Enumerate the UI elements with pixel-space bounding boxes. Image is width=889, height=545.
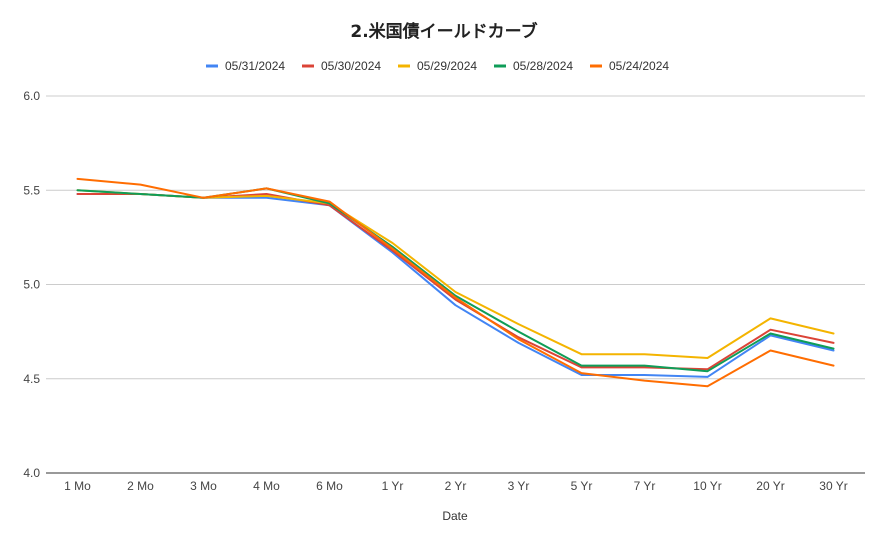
- legend-item: 05/31/2024: [206, 59, 285, 73]
- legend-label: 05/30/2024: [321, 59, 381, 73]
- y-tick-label: 5.5: [23, 183, 40, 197]
- series-line-05-24-2024: [76, 177, 835, 388]
- legend-item: 05/28/2024: [494, 59, 573, 73]
- x-tick-label: 6 Mo: [316, 479, 343, 493]
- x-axis-title: Date: [442, 509, 468, 523]
- x-tick-label: 1 Yr: [382, 479, 404, 493]
- x-tick-label: 2 Mo: [127, 479, 154, 493]
- y-tick-label: 4.5: [23, 372, 40, 386]
- legend-item: 05/29/2024: [398, 59, 477, 73]
- legend-item: 05/24/2024: [590, 59, 669, 73]
- x-tick-label: 1 Mo: [64, 479, 91, 493]
- series-lines: [76, 177, 835, 388]
- legend-label: 05/24/2024: [609, 59, 669, 73]
- y-axis-ticks: 4.0 4.5 5.0 5.5 6.0: [23, 89, 40, 480]
- x-tick-label: 10 Yr: [693, 479, 721, 493]
- x-tick-label: 20 Yr: [756, 479, 784, 493]
- chart-title: 2.米国債イールドカーブ: [350, 21, 537, 42]
- series-line-05-28-2024: [76, 187, 835, 373]
- x-tick-label: 5 Yr: [571, 479, 593, 493]
- legend-label: 05/28/2024: [513, 59, 573, 73]
- x-tick-label: 4 Mo: [253, 479, 280, 493]
- series-line-05-29-2024: [76, 189, 835, 359]
- y-tick-label: 6.0: [23, 89, 40, 103]
- x-tick-label: 3 Mo: [190, 479, 217, 493]
- legend-label: 05/29/2024: [417, 59, 477, 73]
- x-tick-label: 2 Yr: [445, 479, 467, 493]
- legend-item: 05/30/2024: [302, 59, 381, 73]
- x-tick-label: 3 Yr: [508, 479, 530, 493]
- legend-label: 05/31/2024: [225, 59, 285, 73]
- series-line-05-30-2024: [76, 193, 835, 371]
- x-axis-ticks: 1 Mo 2 Mo 3 Mo 4 Mo 6 Mo 1 Yr 2 Yr 3 Yr 5 Yr 7 Yr…: [64, 479, 848, 493]
- y-tick-label: 5.0: [23, 278, 40, 292]
- gridlines: [46, 95, 865, 474]
- chart-legend: 05/31/2024 05/30/2024 05/29/2024 05/28/2024…: [206, 59, 669, 73]
- x-tick-label: 30 Yr: [819, 479, 847, 493]
- x-tick-label: 7 Yr: [634, 479, 656, 493]
- y-tick-label: 4.0: [23, 466, 40, 480]
